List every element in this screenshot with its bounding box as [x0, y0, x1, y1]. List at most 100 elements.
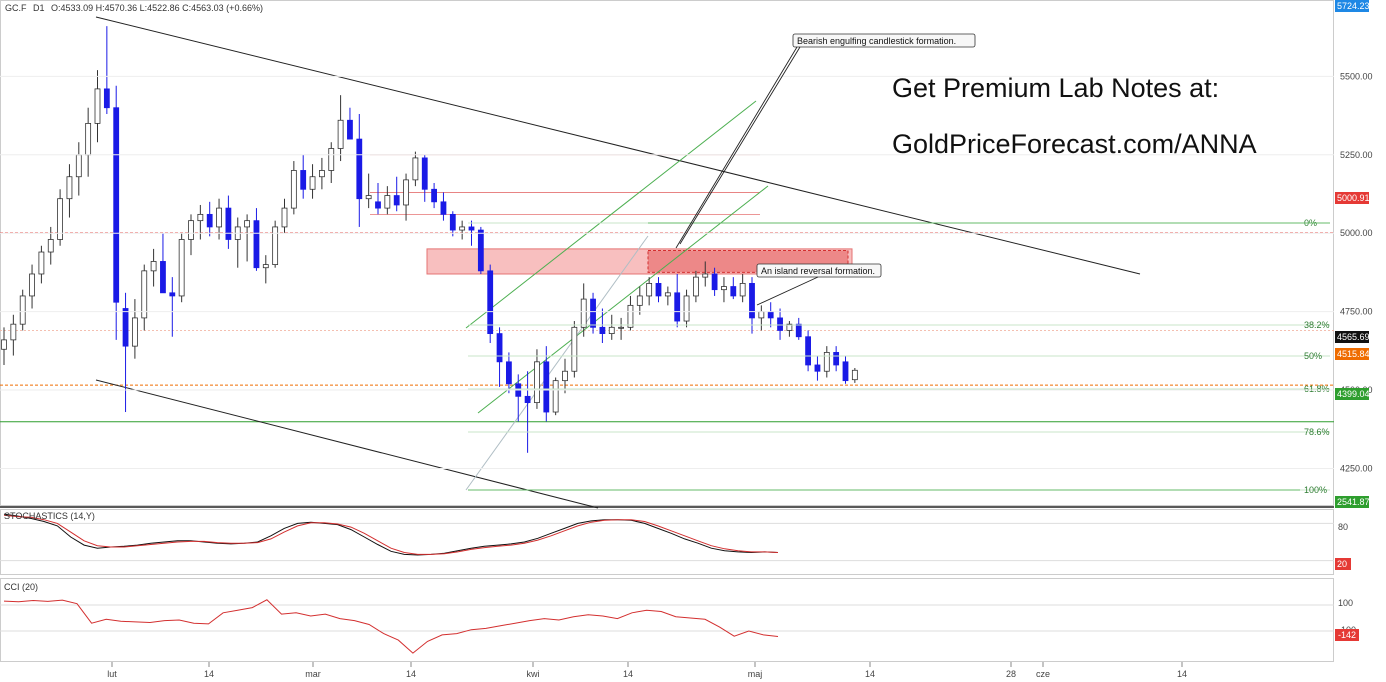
lower-channel-line: [477, 185, 769, 414]
candle-body: [636, 295, 643, 306]
x-tick-label: lut: [107, 669, 117, 679]
candle-body: [440, 201, 447, 215]
candle-body: [693, 276, 699, 297]
candle-body: [562, 370, 568, 382]
horizontal-levels: [0, 154, 1334, 423]
candle-body: [786, 323, 793, 331]
candle-body: [431, 188, 438, 203]
cci-series-line: [3, 599, 779, 654]
candle-body: [356, 138, 363, 200]
timeframe-label: D1: [33, 3, 45, 13]
candle-body: [393, 195, 400, 206]
candle-body: [646, 282, 653, 297]
x-tick-label: cze: [1036, 669, 1050, 679]
cci-line: [0, 599, 1334, 654]
candle-body: [851, 369, 858, 381]
ohlc-header: GC.F D1 O:4533.09 H:4570.36 L:4522.86 C:…: [5, 3, 263, 13]
candle-body: [262, 264, 269, 269]
fib-level-label: 78.6%: [1304, 427, 1330, 437]
trendline-gray: [465, 235, 649, 491]
fib-level-label: 100%: [1304, 485, 1327, 495]
candle-body: [47, 239, 54, 253]
candlesticks: [1, 26, 858, 453]
candle-body: [487, 270, 494, 334]
candle-body: [795, 323, 802, 338]
candle-body: [618, 326, 624, 329]
candle-body: [103, 88, 110, 109]
cci-level-100: 100: [1338, 598, 1353, 608]
price-badge-box: [1335, 331, 1369, 343]
candle-body: [449, 213, 456, 231]
candle-body: [468, 226, 475, 231]
candle-body: [805, 336, 811, 366]
price-badge-text: 2541.87: [1337, 497, 1370, 507]
price-badge-box: [1335, 348, 1369, 360]
fib-level-label: 50%: [1304, 351, 1322, 361]
candle-body: [75, 154, 82, 178]
candle-body: [38, 251, 45, 275]
y-axis: 5500.005250.005000.004750.004500.004250.…: [0, 71, 1373, 473]
candle-body: [421, 157, 428, 190]
candle-body: [767, 311, 774, 319]
island-annotation-box: [756, 263, 882, 278]
price-badge-box: [1335, 496, 1369, 508]
stoch-level-20-badge: 20: [1335, 558, 1351, 570]
price-badge-text: 4399.04: [1337, 389, 1370, 399]
candle-body: [272, 226, 279, 265]
candle-body: [524, 395, 531, 404]
price-badge-box: [1335, 388, 1369, 400]
price-badge-box: [1335, 192, 1369, 204]
stoch-d-line: [3, 514, 779, 555]
descending-support-line: [95, 379, 599, 509]
candle-body: [505, 361, 512, 385]
candle-body: [833, 352, 840, 366]
x-tick-label: 14: [865, 669, 875, 679]
candle-body: [459, 226, 466, 231]
candle-body: [94, 88, 101, 124]
candle-body: [365, 195, 372, 200]
promo-line-1: Get Premium Lab Notes at:: [892, 73, 1219, 103]
symbol-label: GC.F: [5, 3, 27, 13]
price-badge-text: 5000.91: [1337, 193, 1370, 203]
candle-body: [842, 361, 849, 382]
stochastics-lines: [0, 513, 1334, 562]
candle-body: [244, 220, 251, 228]
candle-body: [683, 295, 690, 322]
bearish-pointer-a: [679, 46, 801, 245]
candle-body: [178, 239, 185, 297]
candle-body: [160, 261, 166, 294]
bearish-engulfing-annotation: Bearish engulfing candlestick formation.: [675, 33, 976, 249]
candle-body: [300, 170, 307, 190]
candle-body: [197, 213, 204, 222]
bearish-pointer-b: [675, 46, 798, 249]
x-tick-label: mar: [305, 669, 321, 679]
x-tick-label: 14: [623, 669, 633, 679]
price-badge-box: [1335, 0, 1369, 12]
y-tick-label: 5500.00: [1340, 71, 1373, 81]
candle-body: [216, 207, 222, 228]
candle-body: [664, 292, 671, 297]
candle-body: [674, 292, 681, 322]
x-tick-label: 28: [1006, 669, 1016, 679]
candle-body: [655, 282, 662, 297]
ohlc-values: O:4533.09 H:4570.36 L:4522.86 C:4563.03 …: [51, 3, 263, 13]
y-tick-label: 4250.00: [1340, 463, 1373, 473]
x-tick-label: kwi: [527, 669, 540, 679]
candle-body: [534, 361, 540, 404]
candle-body: [384, 195, 391, 209]
price-badge-text: 5724.23: [1337, 1, 1370, 11]
cci-value-badge: -142: [1335, 629, 1359, 641]
candle-body: [337, 119, 344, 149]
candle-body: [19, 295, 26, 325]
candle-body: [290, 170, 297, 209]
y-tick-label: 5000.00: [1340, 228, 1373, 238]
x-tick-label: 14: [406, 669, 416, 679]
candle-body: [225, 207, 232, 240]
main-panel-frame: [0, 0, 1334, 508]
candle-body: [57, 198, 63, 240]
stochastics-panel-frame: [0, 509, 1334, 575]
x-tick-label: maj: [748, 669, 763, 679]
candle-body: [477, 229, 484, 272]
island-annotation-text: An island reversal formation.: [761, 266, 875, 276]
